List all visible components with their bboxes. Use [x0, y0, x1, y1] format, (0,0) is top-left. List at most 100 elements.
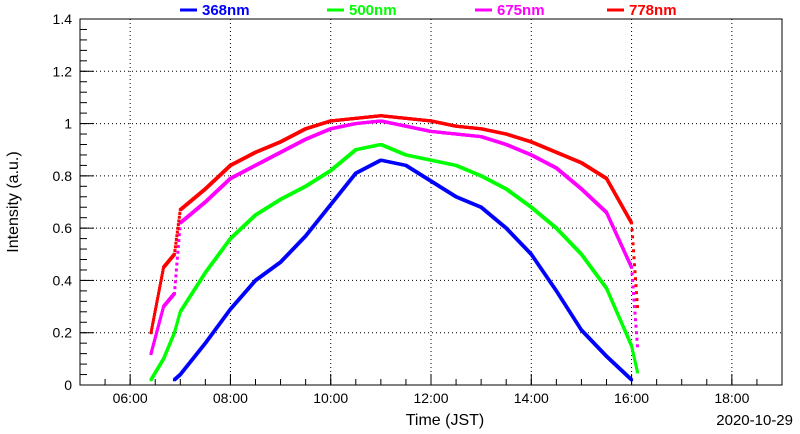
data-point — [154, 305, 158, 309]
y-tick-label: 0 — [64, 377, 72, 393]
y-tick-label: 0.2 — [53, 325, 73, 341]
data-point — [630, 272, 634, 276]
data-point — [175, 230, 179, 234]
data-point — [157, 292, 161, 295]
date-label: 2020-10-29 — [716, 412, 793, 429]
data-point — [631, 242, 635, 246]
data-point — [157, 323, 161, 327]
data-point — [174, 268, 178, 272]
series-500nm — [149, 142, 639, 382]
data-point — [173, 245, 177, 249]
legend-label: 500nm — [349, 2, 397, 19]
data-point — [159, 278, 163, 282]
data-point — [158, 320, 162, 324]
data-point — [173, 327, 177, 331]
data-point — [172, 331, 176, 335]
data-point — [631, 350, 635, 354]
data-point — [155, 331, 159, 335]
y-tick-label: 1 — [64, 116, 72, 132]
data-point — [156, 297, 160, 301]
data-point — [173, 286, 177, 290]
data-point — [630, 344, 634, 348]
data-point — [634, 324, 638, 328]
data-point — [634, 363, 638, 367]
data-point — [630, 265, 634, 269]
data-point — [176, 250, 180, 254]
data-point — [177, 219, 181, 223]
data-point — [149, 352, 153, 356]
y-axis-label: Intensity (a.u.) — [5, 151, 22, 252]
data-point — [635, 344, 639, 348]
data-point — [151, 344, 155, 348]
data-point — [635, 337, 639, 341]
data-point — [177, 315, 181, 319]
y-tick-label: 0.6 — [53, 220, 73, 236]
data-point — [175, 256, 179, 260]
data-point — [633, 359, 637, 363]
data-point — [632, 298, 636, 302]
data-point — [175, 320, 179, 324]
data-point — [150, 350, 154, 354]
data-point — [635, 368, 639, 372]
data-point — [152, 342, 156, 346]
data-point — [152, 315, 156, 319]
series-layer — [149, 114, 639, 382]
y-tick-label: 1.2 — [53, 63, 73, 79]
x-tick-label: 14:00 — [514, 390, 549, 406]
data-point — [632, 355, 636, 359]
data-point — [176, 317, 180, 321]
series-778nm — [149, 114, 639, 335]
data-point — [174, 324, 178, 328]
legend-item: 778nm — [607, 2, 677, 19]
data-point — [161, 308, 165, 312]
data-point — [154, 333, 158, 337]
data-point — [151, 346, 155, 350]
data-point — [631, 235, 635, 239]
data-point — [634, 366, 638, 370]
data-point — [153, 310, 157, 314]
data-point — [150, 328, 154, 332]
data-point — [150, 325, 154, 329]
legend-item: 368nm — [180, 2, 250, 19]
data-point — [177, 239, 181, 243]
data-point — [156, 325, 160, 329]
data-point — [631, 278, 635, 282]
data-point — [174, 237, 178, 241]
grid-lines — [80, 19, 782, 385]
data-point — [158, 318, 162, 322]
data-point — [157, 322, 161, 326]
data-point — [160, 312, 164, 316]
data-point — [157, 289, 161, 293]
x-tick-label: 06:00 — [113, 390, 148, 406]
data-point — [635, 305, 639, 309]
data-point — [634, 284, 638, 288]
x-tick-label: 18:00 — [714, 390, 749, 406]
data-point — [153, 312, 157, 316]
x-tick-label: 16:00 — [614, 390, 649, 406]
data-point — [154, 335, 158, 339]
series-675nm — [149, 119, 639, 356]
legend-item: 675nm — [475, 2, 545, 19]
legend-item: 500nm — [327, 2, 397, 19]
data-point — [173, 249, 177, 253]
data-point — [178, 212, 182, 216]
data-point — [635, 370, 639, 374]
data-point — [631, 348, 635, 352]
data-point — [634, 331, 638, 335]
data-point — [160, 310, 164, 314]
data-point — [177, 313, 181, 317]
data-point — [630, 346, 634, 350]
data-point — [175, 262, 179, 266]
x-tick-label: 10:00 — [313, 390, 348, 406]
data-point — [151, 320, 155, 324]
data-point — [153, 337, 157, 341]
data-point — [156, 294, 160, 298]
data-point — [632, 357, 636, 361]
data-point — [175, 234, 179, 238]
data-point — [630, 228, 634, 232]
data-point — [632, 305, 636, 309]
data-point — [159, 281, 163, 285]
data-point — [156, 327, 160, 331]
data-point — [161, 268, 165, 272]
